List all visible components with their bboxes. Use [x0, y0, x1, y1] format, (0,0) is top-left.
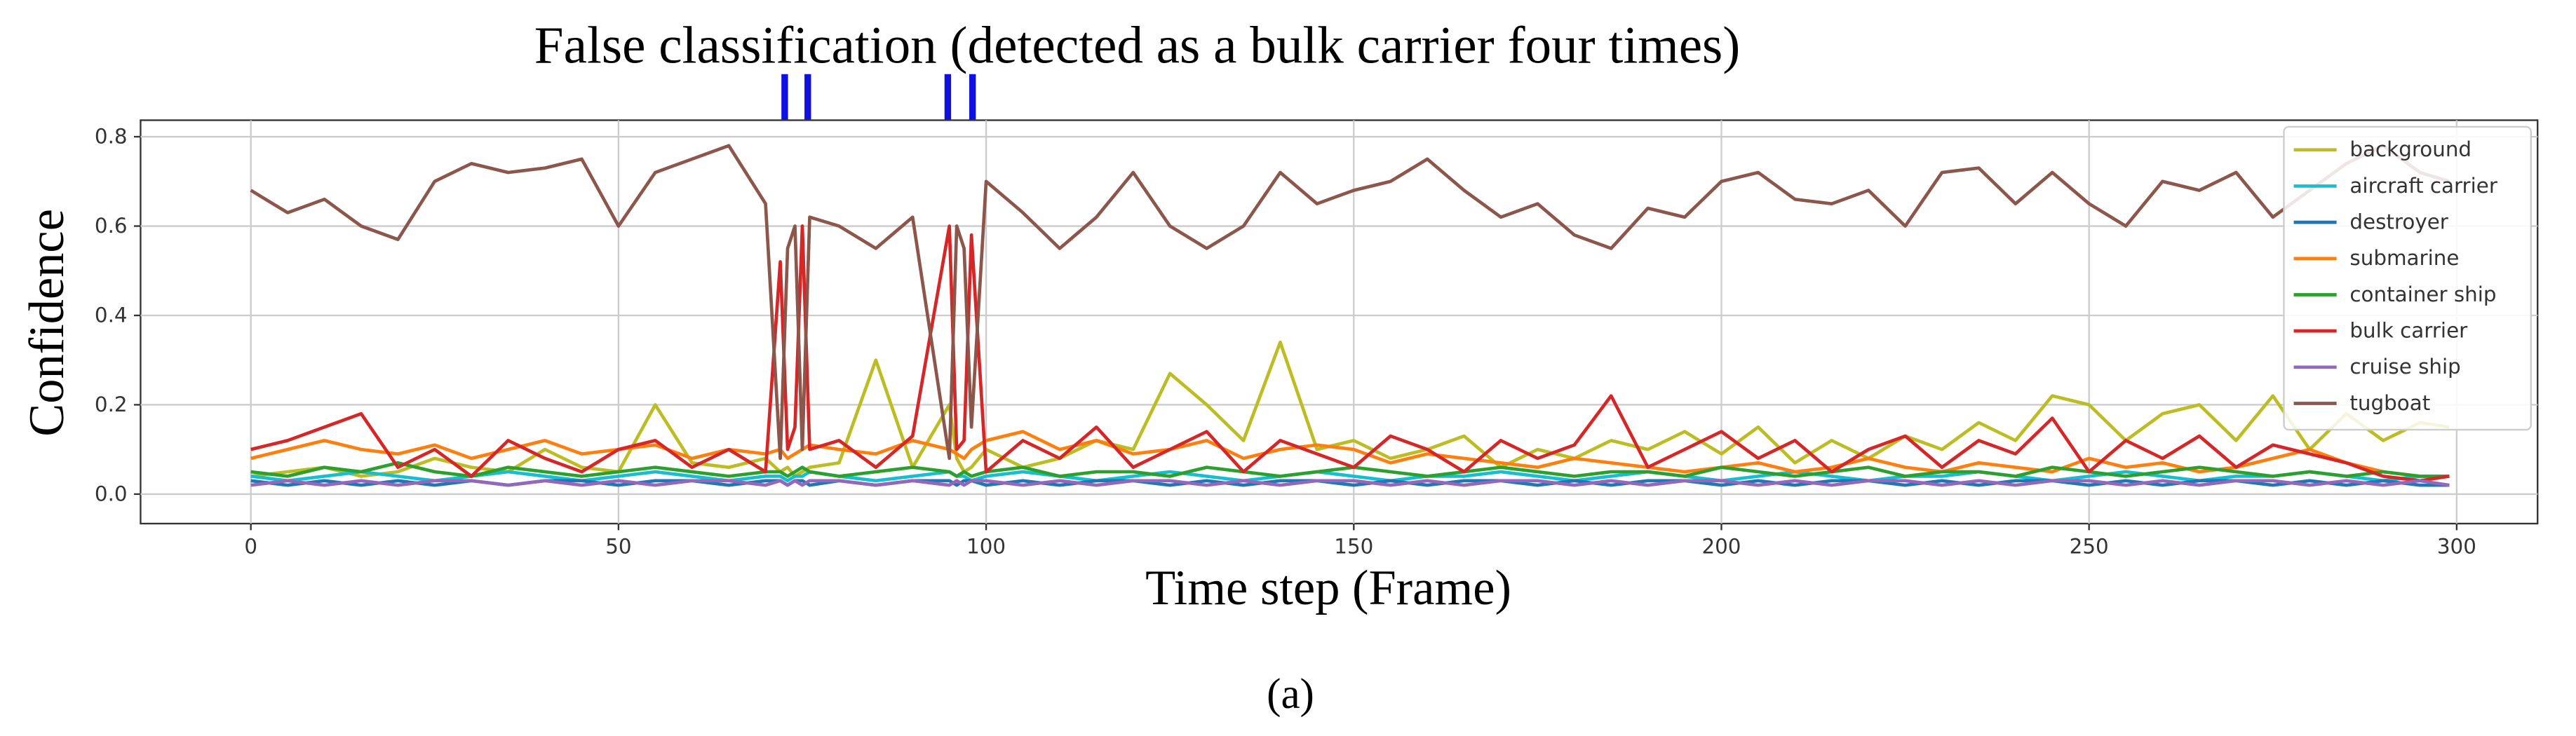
caption: (a) [1267, 671, 1314, 718]
legend-box [2283, 125, 2532, 431]
legend-label: aircraft carrier [2349, 174, 2497, 198]
annotation: False classification (detected as a bulk… [534, 16, 1741, 74]
legend-label: submarine [2349, 246, 2459, 270]
legend-label: destroyer [2349, 210, 2448, 234]
x-tick-label: 200 [1701, 534, 1741, 558]
y-tick-label: 0.6 [95, 214, 128, 238]
y-tick-label: 0.4 [95, 303, 128, 327]
series-line [250, 144, 2450, 461]
x-tick-label: 250 [2070, 534, 2109, 558]
series-line [250, 461, 2450, 478]
x-tick-label: 100 [966, 534, 1006, 558]
x-tick-label: 300 [2437, 534, 2476, 558]
legend-label: tugboat [2349, 391, 2430, 415]
legend-label: cruise ship [2349, 355, 2460, 379]
legend-label: container ship [2349, 282, 2496, 306]
x-axis-label: Time step (Frame) [1145, 561, 1511, 615]
y-axis-label: Confidence [20, 209, 74, 437]
series-line [250, 340, 2450, 478]
y-tick-label: 0.2 [95, 393, 128, 416]
legend-label: bulk carrier [2349, 319, 2468, 343]
x-tick-label: 0 [244, 534, 257, 558]
legend-label: background [2349, 137, 2472, 161]
legend: background aircraft carrier destroyer subma… [2283, 125, 2532, 431]
y-tick-label: 0.0 [95, 482, 128, 505]
x-tick-label: 50 [605, 534, 631, 558]
series-line [250, 224, 2450, 483]
series-line [250, 479, 2450, 487]
y-tick-label: 0.8 [95, 124, 128, 148]
x-tick-label: 150 [1334, 534, 1373, 558]
